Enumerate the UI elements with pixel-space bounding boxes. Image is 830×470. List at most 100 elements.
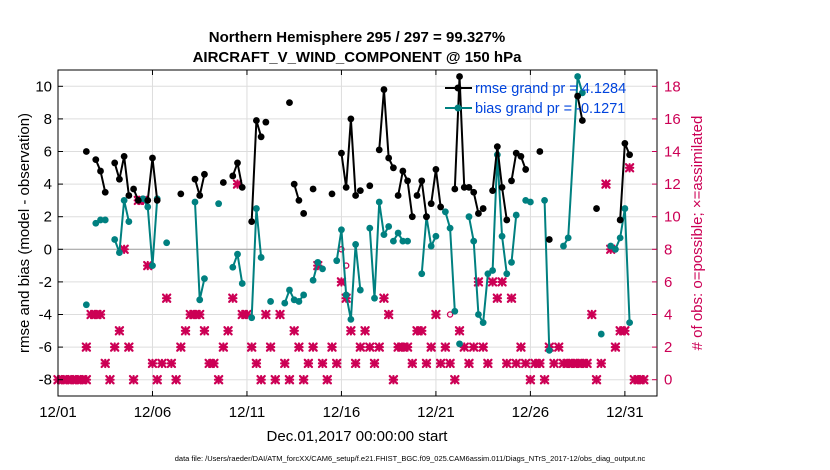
series-point — [512, 211, 520, 219]
obs-assimilated-marker — [81, 342, 92, 352]
series-point — [295, 197, 303, 204]
series-line-segment — [562, 75, 584, 247]
series-point — [82, 301, 90, 309]
obs-assimilated-marker — [554, 342, 564, 352]
series-point — [111, 159, 119, 167]
series-point — [574, 92, 582, 100]
obs-assimilated-marker — [199, 326, 210, 336]
obs-assimilated-marker — [322, 375, 332, 385]
obs-assimilated-marker — [336, 277, 347, 287]
series-point — [508, 177, 515, 185]
obs-assimilated-marker — [223, 326, 233, 336]
obs-assimilated-marker — [128, 375, 139, 385]
series-point — [503, 270, 511, 278]
x-axis: 12/01 12/06 12/11 12/16 12/21 12/26 12/31 — [39, 70, 644, 421]
series-point — [191, 198, 199, 206]
y-tick-label: 8 — [44, 111, 52, 128]
series-point — [536, 148, 544, 155]
obs-count-layer — [53, 163, 649, 385]
legend-rmse-marker — [454, 84, 462, 92]
y2-tick-label: 4 — [664, 307, 672, 324]
series-point — [399, 167, 407, 175]
series-layer — [82, 73, 634, 354]
series-point — [356, 286, 364, 294]
series-line-segment — [94, 159, 107, 193]
obs-assimilated-marker — [379, 293, 389, 303]
series-point — [560, 242, 567, 250]
x-tick-label: 12/21 — [417, 404, 455, 421]
series-point — [441, 208, 449, 216]
series-point — [309, 276, 317, 284]
series-point — [201, 170, 208, 178]
series-point — [371, 294, 378, 302]
obs-assimilated-marker — [374, 342, 384, 352]
obs-assimilated-marker — [582, 358, 592, 369]
obs-assimilated-marker — [431, 309, 441, 320]
obs-assimilated-marker — [426, 342, 436, 352]
series-point — [163, 239, 171, 247]
y-tick-label: -2 — [39, 274, 52, 291]
series-point — [253, 117, 260, 124]
obs-assimilated-marker — [261, 309, 271, 320]
series-point — [526, 198, 534, 206]
series-point — [134, 197, 142, 204]
series-point — [144, 203, 152, 211]
obs-assimilated-marker — [213, 375, 224, 385]
obs-assimilated-marker — [535, 358, 545, 369]
obs-assimilated-marker — [114, 326, 125, 336]
x-tick-label: 12/01 — [39, 404, 77, 421]
series-point — [408, 213, 416, 221]
series-point — [238, 280, 246, 287]
y2-tick-label: 14 — [664, 144, 681, 161]
obs-assimilated-marker — [289, 326, 299, 336]
series-point — [177, 190, 185, 198]
series-point — [612, 245, 619, 253]
obs-assimilated-marker — [100, 358, 110, 369]
series-point — [116, 175, 123, 183]
series-point — [101, 216, 109, 224]
footer-data-file: data file: /Users/raeder/DAI/ATM_forcXX/… — [175, 454, 646, 463]
series-point — [418, 177, 426, 185]
obs-assimilated-marker — [624, 163, 635, 173]
obs-assimilated-marker — [350, 358, 361, 369]
series-line-segment — [113, 199, 130, 254]
series-point — [338, 226, 345, 234]
y-tick-label: 0 — [44, 241, 52, 258]
series-point — [257, 133, 265, 141]
series-point — [498, 232, 506, 240]
obs-assimilated-marker — [298, 375, 309, 385]
series-point — [352, 241, 360, 248]
series-point — [144, 197, 152, 204]
obs-assimilated-marker — [209, 358, 219, 369]
series-point — [342, 291, 350, 299]
series-point — [493, 143, 501, 151]
series-point — [366, 182, 374, 190]
obs-assimilated-marker — [195, 309, 205, 320]
series-point — [626, 151, 634, 159]
legend: rmse grand pr = 4.1284 bias grand pr = -… — [445, 81, 626, 117]
y-tick-label: -6 — [39, 339, 52, 356]
obs-assimilated-marker — [601, 179, 611, 189]
x-tick-label: 12/06 — [134, 404, 172, 421]
obs-assimilated-marker — [246, 342, 257, 352]
plot-frame — [57, 69, 658, 397]
y-tick-label: 4 — [44, 176, 52, 193]
obs-assimilated-marker — [152, 375, 162, 385]
obs-assimilated-marker — [228, 293, 238, 303]
series-point — [196, 296, 204, 304]
series-point — [399, 237, 407, 245]
series-point — [470, 237, 478, 245]
series-point — [286, 99, 293, 106]
obs-assimilated-marker — [327, 342, 337, 352]
series-line-segment — [335, 228, 362, 321]
series-point — [621, 205, 629, 212]
series-point — [248, 314, 256, 322]
obs-assimilated-marker — [454, 326, 465, 336]
series-point — [352, 192, 360, 199]
series-point — [479, 319, 487, 327]
series-point — [229, 263, 237, 271]
series-point — [257, 254, 265, 261]
y-tick-label: 10 — [35, 78, 52, 95]
series-line-segment — [491, 153, 508, 274]
